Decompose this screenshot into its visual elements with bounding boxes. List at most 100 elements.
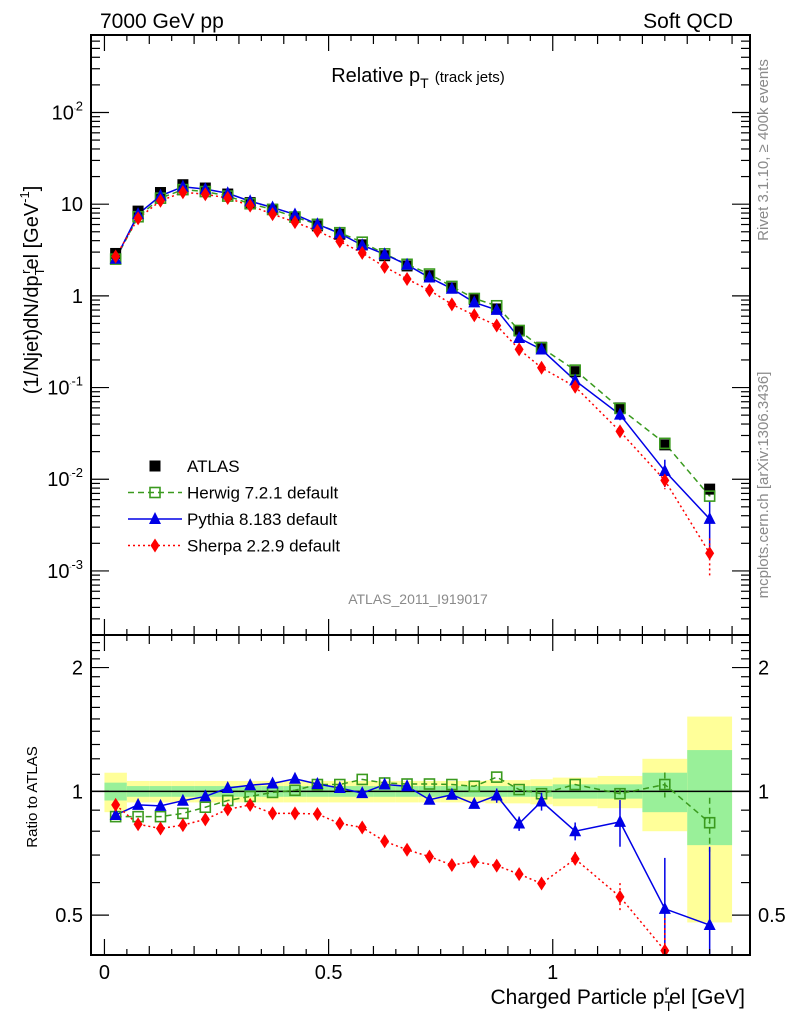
sherpa-ratio-point: [447, 858, 457, 873]
sherpa-ratio-point: [312, 806, 322, 821]
herwig-ratio-point: [468, 780, 481, 793]
sherpa-point: [570, 379, 580, 394]
pythia-point: [445, 281, 458, 294]
sherpa-ratio-point: [615, 889, 625, 904]
herwig-ratio-point: [289, 784, 301, 797]
sherpa-ratio-point: [570, 851, 580, 866]
legend-label-herwig: Herwig 7.2.1 default: [187, 484, 338, 503]
herwig-ratio-point: [356, 773, 369, 786]
sherpa-point: [223, 191, 233, 206]
y-tick-label: 10^2: [52, 98, 83, 124]
pythia-ratio-point: [490, 788, 503, 801]
pythia-point: [423, 270, 436, 283]
sherpa-point: [660, 473, 670, 488]
ratio-y-tick-label: 0.5: [55, 905, 83, 927]
pythia-ratio-point: [288, 771, 301, 784]
data-uncertainty-bands: [104, 716, 733, 923]
herwig-point: [659, 437, 671, 450]
sherpa-ratio-point: [155, 821, 165, 836]
pythia-ratio-point: [703, 918, 716, 931]
plot-title: Relative pT (track jets): [331, 65, 505, 91]
pythia-point: [658, 464, 671, 477]
pythia-point: [535, 342, 548, 355]
atlas-data-point: [513, 325, 525, 337]
ratio-plot-marks: [109, 771, 716, 955]
sherpa-ratio-point: [223, 802, 233, 817]
legend-label-atlas: ATLAS: [187, 457, 240, 476]
sherpa-point: [133, 211, 143, 226]
pythia-ratio-point: [613, 814, 626, 827]
herwig-ratio-point: [614, 787, 626, 800]
herwig-ratio-point: [569, 778, 581, 791]
sherpa-point: [380, 259, 390, 274]
herwig-line: [114, 188, 711, 497]
sherpa-ratio-point: [335, 816, 345, 831]
pythia-ratio-point: [176, 793, 189, 806]
sherpa-point: [447, 297, 457, 312]
pythia-ratio-point: [569, 824, 582, 837]
sherpa-point: [111, 249, 121, 264]
pythia-point: [490, 302, 503, 315]
pythia-ratio-point: [423, 792, 436, 805]
pythia-ratio-point: [333, 780, 346, 793]
herwig-ratio-point: [513, 783, 525, 796]
herwig-ratio-point: [659, 778, 671, 791]
pythia-ratio-point: [378, 777, 391, 790]
sherpa-point: [537, 360, 547, 375]
legend-marker-atlas: [149, 460, 161, 472]
pythia-point: [356, 238, 369, 251]
sherpa-ratio-point: [492, 858, 502, 873]
y-tick-label: 10^-3: [47, 557, 83, 583]
pythia-point: [378, 247, 391, 260]
pythia-ratio-point: [109, 807, 122, 820]
ratio-y-tick-label: 1: [72, 781, 83, 803]
main-plot-marks: [109, 179, 716, 578]
y-tick-label: 1: [72, 286, 83, 308]
sherpa-ratio-point: [178, 818, 188, 833]
x-tick-label: 0.5: [315, 962, 343, 984]
sherpa-point: [469, 308, 479, 323]
pythia-ratio-point: [468, 796, 481, 809]
pythia-ratio-point: [266, 776, 279, 789]
pythia-point: [703, 511, 716, 524]
pythia-ratio-point: [221, 780, 234, 793]
pythia-point: [401, 257, 414, 270]
sherpa-ratio-point: [380, 834, 390, 849]
x-axis-label: Charged Particle pTrel [GeV]: [490, 982, 745, 1014]
pythia-ratio-point: [401, 779, 414, 792]
sherpa-ratio-point: [357, 820, 367, 835]
analysis-id: ATLAS_2011_I919017: [348, 591, 488, 607]
sherpa-point: [245, 198, 255, 213]
header-left: 7000 GeV pp: [100, 10, 224, 33]
pythia-point: [288, 207, 301, 220]
pythia-point: [468, 295, 481, 308]
sherpa-point: [357, 245, 367, 260]
sherpa-point: [615, 424, 625, 439]
atlas-data-point: [659, 439, 671, 451]
sherpa-point: [312, 223, 322, 238]
sherpa-point: [402, 271, 412, 286]
herwig-ratio-point: [199, 801, 212, 814]
main-plot-panel: 10^-3 10^-2 10^-1 1 10 10^2: [47, 34, 751, 636]
y-axis-label: (1/Njet)dN/dpTrel [GeV-1]: [17, 186, 47, 395]
ratio-plot-frame: [90, 634, 751, 956]
x-tick-label: 0: [99, 962, 110, 984]
legend: ATLAS Herwig 7.2.1 default Pythia 8.183 de…: [128, 457, 340, 556]
ratio-y-tick-label-right: 2: [758, 658, 769, 680]
ratio-y-tick-label-right: 0.5: [758, 905, 786, 927]
pythia-ratio-point: [658, 901, 671, 914]
sherpa-point: [155, 193, 165, 208]
pythia-point: [333, 226, 346, 239]
pythia-ratio-point: [445, 787, 458, 800]
ratio-y-tick-label: 2: [72, 658, 83, 680]
y-tick-label: 10^-2: [47, 465, 83, 491]
sherpa-ratio-point: [245, 797, 255, 812]
legend-marker-sherpa: [150, 538, 160, 553]
pythia-point: [266, 200, 279, 213]
rivet-label: Rivet 3.1.10, ≥ 400k events: [755, 59, 772, 241]
pythia-ratio-point: [154, 798, 167, 811]
sherpa-point: [424, 283, 434, 298]
atlas-data-point: [704, 483, 716, 495]
sherpa-ratio-line: [115, 804, 668, 955]
